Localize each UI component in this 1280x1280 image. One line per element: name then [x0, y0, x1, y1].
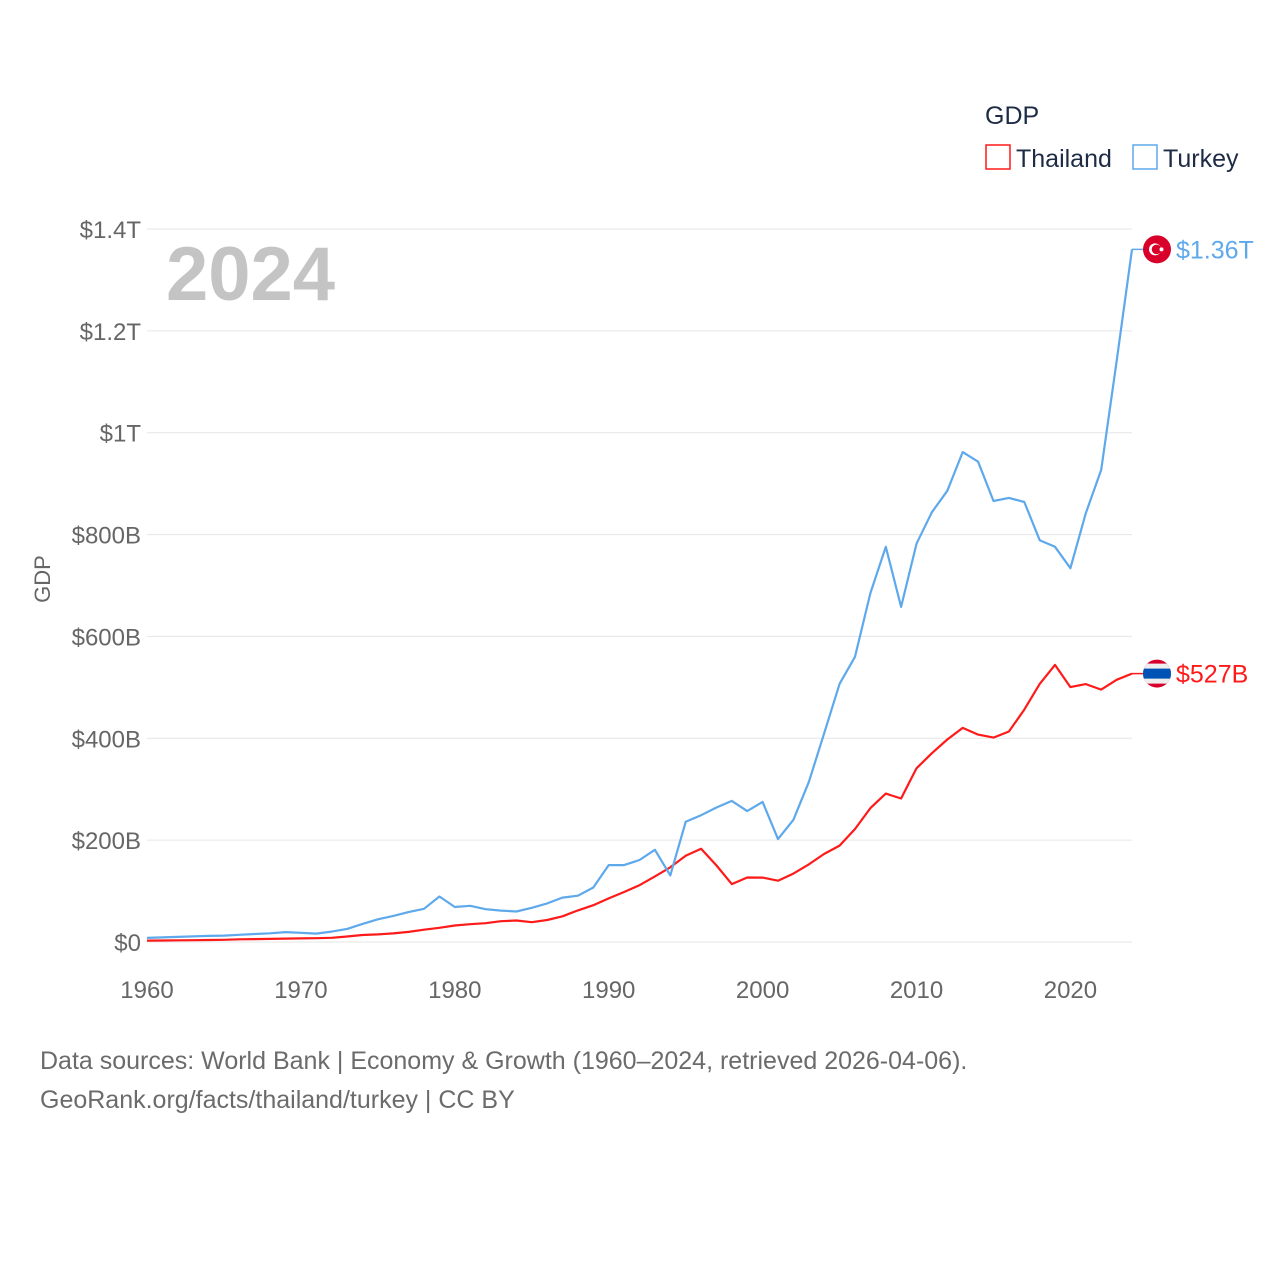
- y-tick-label: $800B: [72, 523, 141, 550]
- star: [1159, 247, 1164, 252]
- flag-body: [1143, 235, 1171, 264]
- attribution: GeoRank.org/facts/thailand/turkey | CC B…: [40, 1086, 515, 1114]
- x-tick-label: 1970: [274, 977, 327, 1004]
- x-tick-label: 2020: [1044, 977, 1097, 1004]
- y-axis-label: GDP: [30, 555, 55, 603]
- legend-item-turkey[interactable]: Turkey: [1132, 144, 1239, 173]
- y-tick-label: $400B: [72, 726, 141, 753]
- legend-title: GDP: [985, 102, 1039, 130]
- line-thailand: [146, 663, 1133, 942]
- footer: Data sources: World Bank | Economy & Gro…: [40, 1042, 967, 1120]
- y-tick-label: $1.2T: [80, 319, 142, 346]
- crescent-inner: [1151, 244, 1162, 255]
- data-sources: Data sources: World Bank | Economy & Gro…: [40, 1047, 968, 1075]
- x-axis-ticks: 1960 1970 1980 1990 2000 2010 2020: [120, 977, 1097, 1004]
- end-value-label-thailand: $527B: [1176, 661, 1248, 689]
- turkey-flag-icon: [1143, 235, 1171, 264]
- end-value-label-turkey: $1.36T: [1176, 236, 1254, 264]
- series-end-labels: $527B $1.36T: [1132, 235, 1254, 689]
- legend-swatch-turkey: [1132, 144, 1158, 170]
- legend-label-thailand: Thailand: [1016, 145, 1112, 173]
- x-tick-label: 1980: [428, 977, 481, 1004]
- series-lines: [146, 249, 1134, 942]
- x-tick-label: 2010: [890, 977, 943, 1004]
- legend-swatch-thailand: [985, 144, 1011, 170]
- thailand-flag-icon: [1143, 659, 1171, 688]
- flag-blue: [1143, 668, 1171, 679]
- flag-body: [1143, 659, 1171, 688]
- x-tick-label: 1960: [120, 977, 173, 1004]
- year-label: 2024: [166, 232, 335, 317]
- legend: GDP Thailand Turkey: [985, 102, 1239, 173]
- gridlines: [147, 228, 1132, 943]
- line-turkey: [146, 249, 1134, 939]
- legend-item-thailand[interactable]: Thailand: [985, 144, 1112, 173]
- y-tick-label: $600B: [72, 624, 141, 651]
- y-tick-label: $1.4T: [80, 217, 142, 244]
- y-axis-ticks: $0 $200B $400B $600B $800B $1T $1.2T $1.4T: [72, 217, 142, 957]
- legend-label-turkey: Turkey: [1163, 145, 1239, 173]
- y-tick-label: $0: [114, 930, 141, 957]
- x-tick-label: 2000: [736, 977, 789, 1004]
- y-tick-label: $1T: [100, 421, 142, 448]
- y-tick-label: $200B: [72, 828, 141, 855]
- x-tick-label: 1990: [582, 977, 635, 1004]
